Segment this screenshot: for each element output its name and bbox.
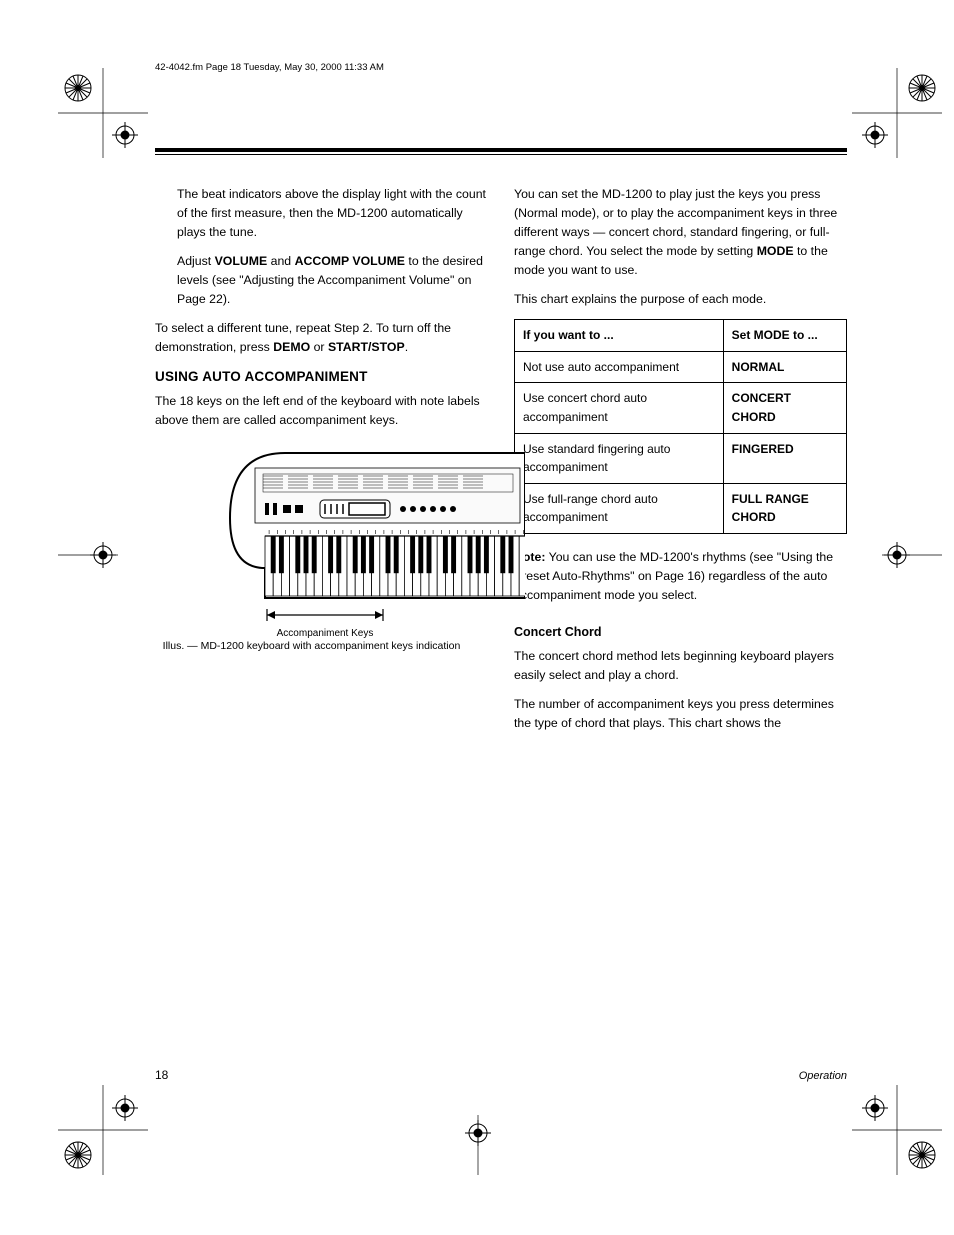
- mode-table: If you want to ... Set MODE to ... Not u…: [514, 319, 847, 534]
- keyboard-shell-svg: [225, 448, 525, 603]
- mode-table-head-left: If you want to ...: [515, 320, 724, 352]
- piano-keys: [265, 530, 525, 596]
- right-para-2: This chart explains the purpose of each …: [514, 290, 847, 309]
- registration-mark-mid-right: [882, 535, 942, 575]
- registration-mark-bot-right: [852, 1085, 942, 1175]
- top-rule-thick: [155, 148, 847, 152]
- page-footer: 18 Operation: [155, 1068, 847, 1082]
- right-para-4: The number of accompaniment keys you pre…: [514, 695, 847, 733]
- mode-table-head-right: Set MODE to ...: [723, 320, 846, 352]
- table-row: Not use auto accompanimentNORMAL: [515, 351, 847, 383]
- keyboard-figure: Accompaniment Keys Illus. — MD-1200 keyb…: [155, 448, 488, 658]
- table-row: Use full-range chord auto accompanimentF…: [515, 483, 847, 533]
- left-para-4: The 18 keys on the left end of the keybo…: [155, 392, 488, 430]
- registration-mark-top-left: [58, 68, 148, 158]
- right-note: Note: You can use the MD-1200's rhythms …: [514, 548, 847, 605]
- top-rule-thin: [155, 154, 847, 155]
- footer-title: Operation: [799, 1070, 847, 1082]
- page-root: 42-4042.fm Page 18 Tuesday, May 30, 2000…: [0, 0, 954, 1235]
- left-para-3: To select a different tune, repeat Step …: [155, 319, 488, 357]
- registration-mark-mid-left: [58, 535, 118, 575]
- table-row: Use standard fingering auto accompanimen…: [515, 433, 847, 483]
- left-para-2: Adjust VOLUME and ACCOMP VOLUME to the d…: [177, 252, 488, 309]
- page-content: The beat indicators above the display li…: [155, 148, 847, 743]
- concert-chord-subhead: Concert Chord: [514, 623, 847, 642]
- page-number: 18: [155, 1068, 168, 1082]
- using-auto-accomp-heading: USING AUTO ACCOMPANIMENT: [155, 367, 488, 388]
- right-para-1: You can set the MD-1200 to play just the…: [514, 185, 847, 280]
- right-column: You can set the MD-1200 to play just the…: [514, 185, 847, 743]
- registration-mark-bot-left: [58, 1085, 148, 1175]
- two-column-body: The beat indicators above the display li…: [155, 185, 847, 743]
- pdf-meta-line: 42-4042.fm Page 18 Tuesday, May 30, 2000…: [155, 62, 384, 73]
- left-column: The beat indicators above the display li…: [155, 185, 488, 743]
- registration-mark-bot-center: [448, 1115, 508, 1175]
- accompaniment-brace: Accompaniment Keys: [265, 606, 385, 642]
- table-row: Use concert chord auto accompanimentCONC…: [515, 383, 847, 433]
- registration-mark-top-right: [852, 68, 942, 158]
- right-para-3: The concert chord method lets beginning …: [514, 647, 847, 685]
- figure-caption: Illus. — MD-1200 keyboard with accompani…: [155, 638, 468, 654]
- left-para-1: The beat indicators above the display li…: [177, 185, 488, 242]
